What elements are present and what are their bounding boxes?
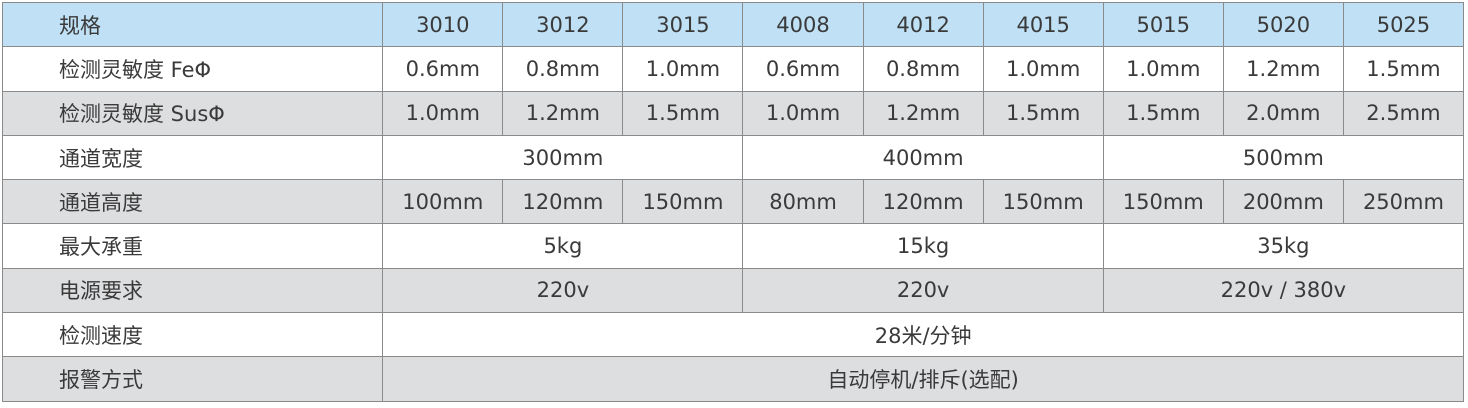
model-cell: 3010 bbox=[382, 1, 504, 48]
value-cell: 0.8mm bbox=[862, 46, 984, 92]
value-cell: 200mm bbox=[1222, 179, 1344, 225]
value-cell: 250mm bbox=[1342, 179, 1465, 225]
value-cell: 自动停机/排斥(选配) bbox=[382, 356, 1464, 402]
header-row: 规格 3010 3012 3015 4008 4012 4015 5015 50… bbox=[1, 1, 1465, 48]
value-cell: 120mm bbox=[502, 179, 624, 225]
value-cell: 1.2mm bbox=[862, 90, 984, 136]
row-label: 检测速度 bbox=[1, 312, 384, 358]
value-cell: 220v / 380v bbox=[1102, 267, 1465, 314]
row-label: 报警方式 bbox=[1, 356, 384, 402]
value-cell: 150mm bbox=[622, 179, 744, 225]
value-cell: 0.6mm bbox=[742, 46, 864, 92]
value-cell: 220v bbox=[382, 267, 744, 314]
row-label: 通道高度 bbox=[1, 179, 384, 225]
value-cell: 28米/分钟 bbox=[382, 312, 1464, 358]
header-label: 规格 bbox=[1, 1, 384, 48]
value-cell: 2.5mm bbox=[1342, 90, 1465, 136]
value-cell: 150mm bbox=[1102, 179, 1224, 225]
table-row: 最大承重 5kg 15kg 35kg bbox=[1, 223, 1465, 269]
value-cell: 0.6mm bbox=[382, 46, 504, 92]
model-cell: 4012 bbox=[862, 1, 984, 48]
value-cell: 220v bbox=[742, 267, 1104, 314]
row-label: 检测灵敏度 FeΦ bbox=[1, 46, 384, 92]
value-cell: 1.5mm bbox=[622, 90, 744, 136]
model-cell: 4015 bbox=[982, 1, 1104, 48]
row-label: 最大承重 bbox=[1, 223, 384, 269]
value-cell: 120mm bbox=[862, 179, 984, 225]
model-cell: 3015 bbox=[622, 1, 744, 48]
value-cell: 1.5mm bbox=[1102, 90, 1224, 136]
table-row: 通道宽度 300mm 400mm 500mm bbox=[1, 134, 1465, 181]
value-cell: 1.5mm bbox=[982, 90, 1104, 136]
value-cell: 1.5mm bbox=[1342, 46, 1465, 92]
value-cell: 35kg bbox=[1102, 223, 1465, 269]
row-label: 检测灵敏度 SusΦ bbox=[1, 90, 384, 136]
table-row: 检测灵敏度 FeΦ 0.6mm 0.8mm 1.0mm 0.6mm 0.8mm 1.0mm 1… bbox=[1, 46, 1465, 92]
value-cell: 100mm bbox=[382, 179, 504, 225]
row-label: 电源要求 bbox=[1, 267, 384, 314]
value-cell: 80mm bbox=[742, 179, 864, 225]
table-row: 检测速度 28米/分钟 bbox=[1, 312, 1464, 358]
model-cell: 5020 bbox=[1222, 1, 1344, 48]
value-cell: 300mm bbox=[382, 134, 744, 181]
table-row: 报警方式 自动停机/排斥(选配) bbox=[1, 356, 1464, 402]
value-cell: 1.0mm bbox=[982, 46, 1104, 92]
model-cell: 5025 bbox=[1342, 1, 1465, 48]
value-cell: 0.8mm bbox=[502, 46, 624, 92]
value-cell: 5kg bbox=[382, 223, 744, 269]
table-row: 通道高度 100mm 120mm 150mm 80mm 120mm 150mm 150mm 20… bbox=[1, 179, 1465, 225]
value-cell: 150mm bbox=[982, 179, 1104, 225]
value-cell: 1.0mm bbox=[1102, 46, 1224, 92]
row-label: 通道宽度 bbox=[1, 134, 384, 181]
value-cell: 400mm bbox=[742, 134, 1104, 181]
value-cell: 15kg bbox=[742, 223, 1104, 269]
value-cell: 1.2mm bbox=[502, 90, 624, 136]
value-cell: 1.0mm bbox=[622, 46, 744, 92]
table-row: 检测灵敏度 SusΦ 1.0mm 1.2mm 1.5mm 1.0mm 1.2mm 1.5mm… bbox=[1, 90, 1465, 136]
value-cell: 500mm bbox=[1102, 134, 1465, 181]
value-cell: 1.0mm bbox=[742, 90, 864, 136]
value-cell: 1.0mm bbox=[382, 90, 504, 136]
table-row: 电源要求 220v 220v 220v / 380v bbox=[1, 267, 1465, 314]
model-cell: 5015 bbox=[1102, 1, 1224, 48]
model-cell: 4008 bbox=[742, 1, 864, 48]
value-cell: 2.0mm bbox=[1222, 90, 1344, 136]
model-cell: 3012 bbox=[502, 1, 624, 48]
value-cell: 1.2mm bbox=[1222, 46, 1344, 92]
